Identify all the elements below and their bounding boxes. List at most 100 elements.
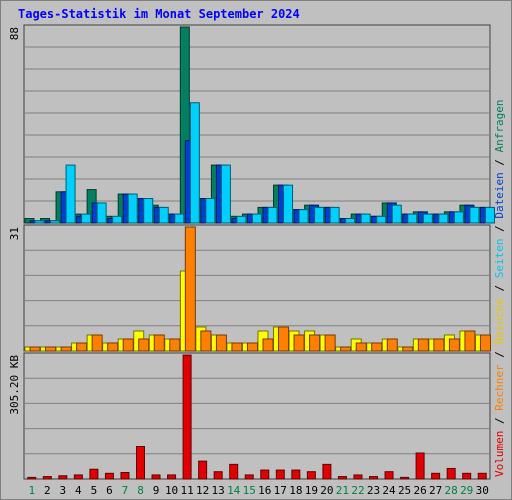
x-tick-label: 18: [289, 484, 302, 497]
bar-volumen: [213, 471, 223, 480]
bar-volumen: [182, 354, 192, 480]
legend-item-anfragen: Anfragen: [493, 99, 506, 152]
bar-seiten: [438, 213, 449, 224]
bar-rechner: [138, 338, 150, 352]
x-tick-label: 2: [44, 484, 51, 497]
chart-title: Tages-Statistik im Monat September 2024: [18, 7, 300, 21]
bar-seiten: [298, 209, 309, 224]
bar-rechner: [479, 334, 491, 352]
x-tick-label: 21: [336, 484, 349, 497]
bar-seiten: [453, 211, 464, 224]
x-tick-label: 26: [413, 484, 426, 497]
legend-separator: /: [493, 219, 506, 239]
panel-frame: [23, 24, 491, 224]
x-tick-label: 8: [137, 484, 144, 497]
bar-volumen: [275, 469, 285, 480]
x-tick-label: 13: [212, 484, 225, 497]
bar-volumen: [369, 476, 378, 480]
bar-rechner: [448, 338, 460, 352]
x-tick-label: 24: [382, 484, 396, 497]
bar-volumen: [244, 474, 254, 480]
legend-item-volumen: Volumen: [493, 431, 506, 477]
bar-volumen: [431, 472, 441, 480]
bar-rechner: [215, 334, 227, 352]
x-axis-labels: 1 2 3 4 5 6 7 8 9 10 11 12 13 14 15 16 17 18 19 20 21 22 23 24 2…: [28, 484, 488, 497]
bar-seiten: [112, 215, 123, 224]
bar-volumen: [151, 474, 161, 480]
bar-seiten: [143, 198, 154, 224]
x-tick-label: 4: [75, 484, 82, 497]
bar-rechner: [29, 346, 41, 352]
bar-rechner: [324, 334, 336, 352]
bar-seiten: [220, 164, 231, 224]
bar-rechner: [355, 342, 367, 352]
bar-rechner: [76, 342, 88, 352]
chart-panels: 88 31 305.20 KB: [8, 24, 495, 480]
bar-rechner: [122, 338, 134, 352]
bar-volumen: [400, 476, 410, 480]
legend-separator: /: [493, 345, 506, 365]
bar-seiten: [484, 206, 495, 224]
x-tick-label: 11: [180, 484, 193, 497]
legend-separator: /: [493, 411, 506, 431]
bar-volumen: [58, 475, 68, 480]
bar-seiten: [251, 213, 262, 224]
bar-volumen: [322, 463, 332, 480]
bar-seiten: [189, 102, 200, 224]
bar-rechner: [107, 342, 119, 352]
bar-rechner: [402, 346, 414, 352]
bar-seiten: [345, 218, 356, 224]
x-tick-label: 14: [227, 484, 241, 497]
bar-volumen: [27, 476, 37, 480]
bar-volumen: [446, 467, 456, 480]
bar-volumen: [167, 474, 177, 480]
x-tick-label: 17: [274, 484, 287, 497]
bar-volumen: [415, 452, 425, 480]
bar-rechner: [45, 346, 57, 352]
bar-rechner: [293, 334, 305, 352]
bar-seiten: [422, 213, 433, 224]
bar-rechner: [417, 338, 429, 352]
y-max-label: 88: [8, 27, 21, 40]
x-tick-label: 25: [398, 484, 411, 497]
bar-rechner: [60, 346, 72, 352]
panel-3: 305.20 KB: [8, 352, 491, 480]
x-tick-label: 22: [351, 484, 364, 497]
bar-seiten: [283, 184, 294, 224]
panel-frame: [23, 224, 491, 352]
bar-seiten: [65, 164, 76, 224]
bar-volumen: [229, 463, 239, 480]
bar-volumen: [291, 469, 301, 480]
bar-seiten: [360, 213, 371, 224]
x-tick-label: 20: [320, 484, 333, 497]
bar-seiten: [127, 193, 138, 224]
bar-volumen: [136, 445, 145, 480]
panel-2: 31: [8, 224, 491, 352]
x-tick-label: 6: [106, 484, 113, 497]
bar-seiten: [174, 213, 185, 224]
legend-separator: /: [493, 152, 506, 172]
legend-text: Volumen / Rechner / Besuche / Seiten / D…: [493, 99, 506, 477]
bar-rechner: [262, 338, 274, 352]
y-max-label: 305.20 KB: [8, 355, 21, 415]
bar-rechner: [231, 342, 243, 352]
panel-frame: [23, 352, 491, 480]
x-tick-label: 15: [243, 484, 256, 497]
bar-volumen: [198, 460, 208, 480]
bar-volumen: [42, 476, 52, 480]
bar-volumen: [120, 471, 130, 480]
bar-volumen: [462, 472, 472, 480]
bar-rechner: [464, 330, 476, 352]
x-tick-label: 5: [91, 484, 98, 497]
bar-seiten: [376, 215, 387, 224]
bar-rechner: [433, 338, 445, 352]
bar-rechner: [91, 334, 103, 352]
x-tick-label: 7: [122, 484, 129, 497]
legend-item-rechner: Rechner: [493, 364, 506, 411]
bar-rechner: [371, 342, 383, 352]
bar-rechner: [309, 334, 321, 352]
x-tick-label: 10: [165, 484, 178, 497]
x-tick-label: 29: [460, 484, 473, 497]
bar-seiten: [329, 206, 340, 224]
